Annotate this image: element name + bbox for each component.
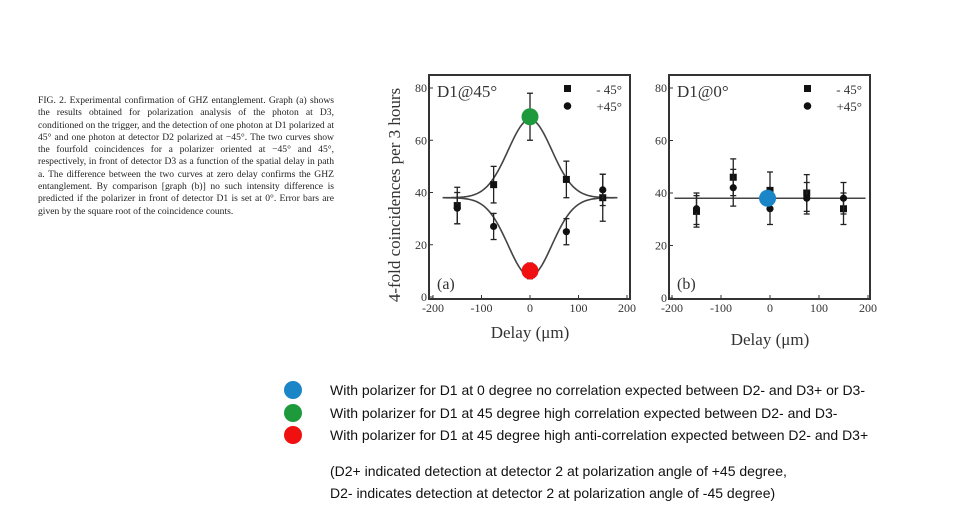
data-point-circle xyxy=(453,204,461,212)
panel-label: (a) xyxy=(437,276,455,293)
y-axis-label: 4-fold coincidences per 3 hours xyxy=(385,88,404,302)
highlight-marker xyxy=(759,189,777,207)
y-tick-label: 0 xyxy=(421,290,427,304)
x-axis-label: Delay (μm) xyxy=(731,330,810,349)
legend-circle-marker xyxy=(803,102,812,110)
data-point-circle xyxy=(803,194,811,202)
x-tick-label: -100 xyxy=(471,301,493,315)
legend-label: - 45° xyxy=(596,82,622,97)
legend-text: With polarizer for D1 at 45 degree high … xyxy=(330,405,838,421)
x-tick-label: 200 xyxy=(618,301,636,315)
green-dot-icon xyxy=(284,404,302,422)
legend-label: +45° xyxy=(596,99,622,114)
note-line: (D2+ indicated detection at detector 2 a… xyxy=(330,463,787,479)
y-tick-label: 60 xyxy=(415,133,427,147)
blue-dot-icon xyxy=(284,381,302,399)
note-line: D2- indicates detection at detector 2 at… xyxy=(330,485,776,501)
data-point-circle xyxy=(766,205,774,213)
x-tick-label: -200 xyxy=(661,301,683,315)
data-point-circle xyxy=(490,222,498,231)
legend-label: +45° xyxy=(836,99,862,114)
data-point-circle xyxy=(599,186,607,194)
x-axis-label: Delay (μm) xyxy=(491,323,570,342)
highlight-marker xyxy=(521,108,539,126)
y-tick-label: 20 xyxy=(655,239,667,253)
y-tick-label: 80 xyxy=(415,81,427,95)
x-tick-label: 0 xyxy=(527,301,533,315)
panel-title: D1@45° xyxy=(437,82,497,101)
legend-text: With polarizer for D1 at 0 degree no cor… xyxy=(330,382,866,398)
x-tick-label: 100 xyxy=(570,301,588,315)
legend-item-green: With polarizer for D1 at 45 degree high … xyxy=(284,404,837,422)
red-dot-icon xyxy=(284,426,302,444)
x-tick-label: 200 xyxy=(859,301,877,315)
legend-item-blue: With polarizer for D1 at 0 degree no cor… xyxy=(284,381,865,399)
legend-square-marker xyxy=(804,85,811,92)
panel-label: (b) xyxy=(677,276,696,293)
data-point-circle xyxy=(839,194,848,202)
y-tick-label: 80 xyxy=(655,81,667,95)
y-tick-label: 60 xyxy=(655,134,667,148)
x-tick-label: -200 xyxy=(422,301,444,315)
y-tick-label: 40 xyxy=(655,186,667,200)
data-point-circle xyxy=(562,228,570,236)
data-point-square xyxy=(490,181,498,189)
legend-item-red: With polarizer for D1 at 45 degree high … xyxy=(284,426,868,444)
legend-text: With polarizer for D1 at 45 degree high … xyxy=(330,427,869,443)
legend-circle-marker xyxy=(563,102,572,110)
legend-square-marker xyxy=(564,85,571,92)
x-tick-label: 100 xyxy=(810,301,828,315)
x-tick-label: 0 xyxy=(767,301,773,315)
y-tick-label: 20 xyxy=(415,238,427,252)
y-tick-label: 0 xyxy=(661,291,667,305)
panel-title: D1@0° xyxy=(677,82,729,101)
x-tick-label: -100 xyxy=(710,301,732,315)
figure-caption: FIG. 2. Experimental confirmation of GHZ… xyxy=(38,95,334,217)
data-point-circle xyxy=(729,184,737,192)
y-tick-label: 40 xyxy=(415,186,427,200)
data-point-circle xyxy=(692,205,701,213)
highlight-marker xyxy=(521,262,539,280)
data-point-square xyxy=(562,175,570,183)
legend-label: - 45° xyxy=(836,82,862,97)
